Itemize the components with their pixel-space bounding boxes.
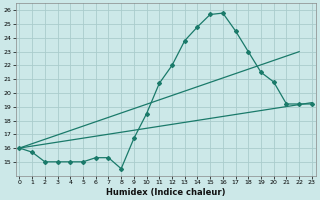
X-axis label: Humidex (Indice chaleur): Humidex (Indice chaleur) [106, 188, 225, 197]
